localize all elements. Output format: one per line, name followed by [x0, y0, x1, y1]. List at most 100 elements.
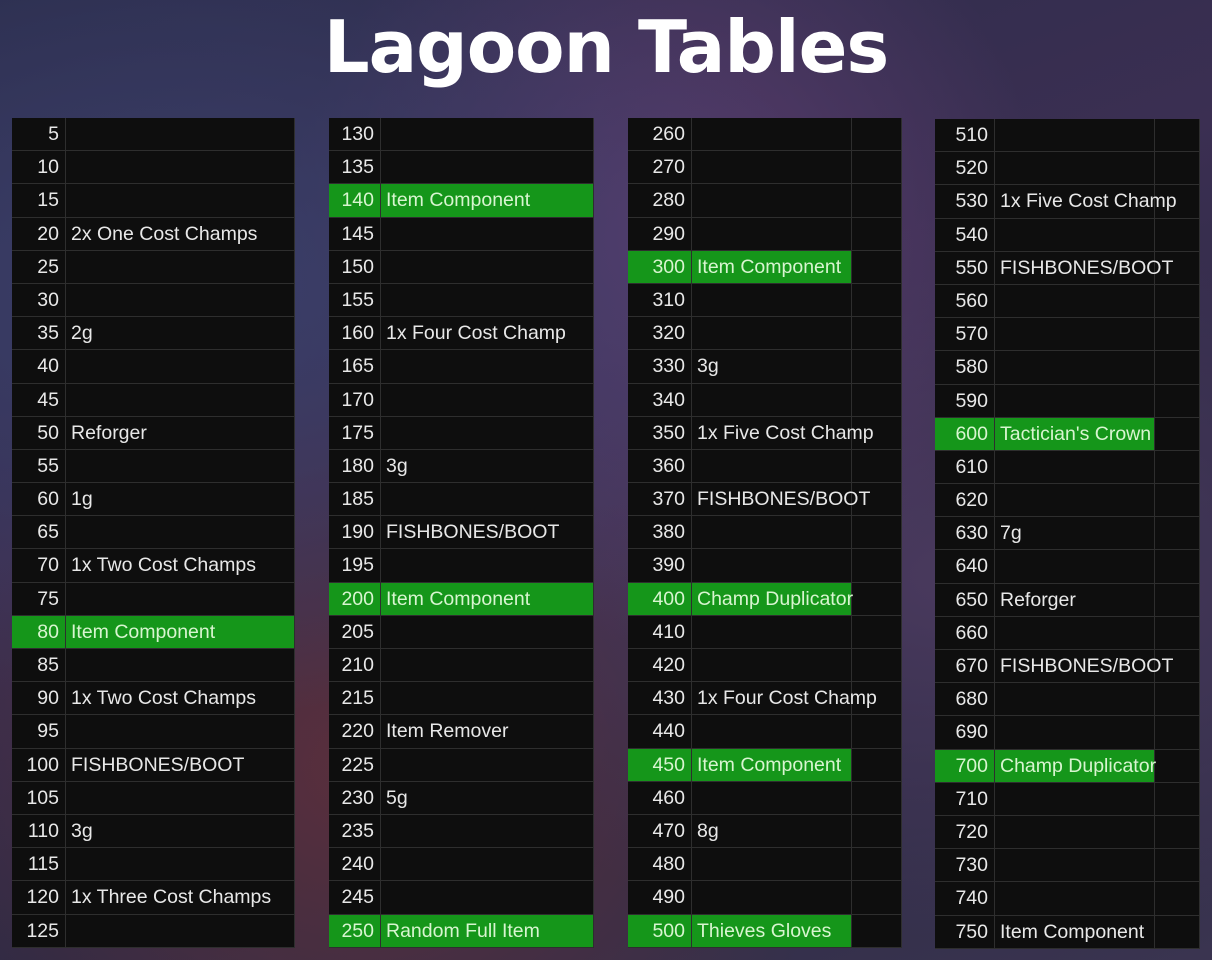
reward-label: 7g: [995, 517, 1155, 550]
reward-label: [995, 318, 1155, 351]
empty-cell: [1155, 583, 1200, 616]
table-row: 10: [12, 151, 295, 185]
reward-label: [66, 184, 295, 217]
reward-label: 2x One Cost Champs: [66, 217, 295, 250]
table-row: 340: [628, 383, 902, 417]
roll-number: 340: [628, 383, 692, 416]
empty-cell: [1155, 616, 1200, 649]
reward-label: [995, 616, 1155, 649]
roll-number: 320: [628, 317, 692, 350]
reward-label: Item Component: [692, 250, 852, 283]
roll-number: 660: [935, 616, 995, 649]
empty-cell: [852, 615, 902, 648]
reward-label: [381, 848, 594, 881]
roll-number: 680: [935, 683, 995, 716]
empty-cell: [852, 682, 902, 715]
roll-number: 710: [935, 782, 995, 815]
table-row: 140 Item Component: [329, 184, 594, 218]
empty-cell: [852, 449, 902, 483]
table-row: 640: [935, 550, 1200, 584]
empty-cell: [852, 715, 902, 748]
table-row: 145: [329, 217, 594, 251]
roll-number: 370: [628, 483, 692, 516]
empty-cell: [1155, 915, 1200, 948]
reward-label: [692, 217, 852, 250]
reward-label: [66, 914, 295, 947]
table-row: 500 Thieves Gloves: [628, 914, 902, 948]
roll-number: 200: [329, 582, 381, 615]
roll-number: 155: [329, 283, 381, 317]
roll-number: 490: [628, 881, 692, 914]
roll-number: 15: [12, 184, 66, 217]
roll-number: 650: [935, 583, 995, 616]
table-row: 630 7g: [935, 517, 1200, 551]
table-row: 40: [12, 350, 295, 384]
reward-label: [381, 682, 594, 715]
table-row: 190 FISHBONES/BOOT: [329, 516, 594, 550]
roll-number: 620: [935, 484, 995, 517]
roll-number: 360: [628, 449, 692, 483]
table-row: 360: [628, 449, 902, 484]
reward-label: [692, 317, 852, 350]
reward-label: [381, 118, 594, 151]
table-row: 490: [628, 881, 902, 915]
table-row: 180 3g: [329, 449, 594, 484]
table-row: 450 Item Component: [628, 748, 902, 782]
roll-number: 180: [329, 449, 381, 483]
empty-cell: [852, 914, 902, 947]
roll-number: 160: [329, 317, 381, 350]
roll-number: 750: [935, 915, 995, 948]
table-row: 750 Item Component: [935, 915, 1200, 949]
table-row: 680: [935, 683, 1200, 717]
reward-label: [66, 151, 295, 184]
reward-label: [381, 483, 594, 516]
table-row: 650 Reforger: [935, 583, 1200, 617]
reward-label: [381, 615, 594, 648]
table-row: 280: [628, 184, 902, 218]
table-row: 300 Item Component: [628, 250, 902, 284]
roll-number: 215: [329, 682, 381, 715]
empty-cell: [1155, 650, 1200, 683]
reward-label: [381, 748, 594, 781]
table-row: 320: [628, 317, 902, 351]
empty-cell: [852, 814, 902, 848]
table-row: 260: [628, 118, 902, 152]
reward-label: 1g: [66, 483, 295, 516]
reward-label: Thieves Gloves: [692, 914, 852, 947]
roll-number: 245: [329, 881, 381, 914]
table-row: 135: [329, 151, 594, 185]
table-row: 710: [935, 782, 1200, 816]
reward-label: 3g: [66, 814, 295, 848]
table-row: 600 Tactician's Crown: [935, 417, 1200, 451]
roll-number: 135: [329, 151, 381, 184]
reward-label: [66, 383, 295, 416]
table-row: 5: [12, 118, 295, 152]
roll-number: 440: [628, 715, 692, 748]
table-row: 65: [12, 516, 295, 550]
roll-number: 20: [12, 217, 66, 250]
table-row: 410: [628, 615, 902, 649]
table-row: 430 1x Four Cost Champ: [628, 682, 902, 716]
roll-number: 225: [329, 748, 381, 781]
roll-number: 170: [329, 383, 381, 416]
empty-cell: [1155, 251, 1200, 284]
table-row: 380: [628, 516, 902, 550]
roll-number: 510: [935, 119, 995, 152]
table-row: 400 Champ Duplicator: [628, 582, 902, 616]
roll-number: 210: [329, 649, 381, 682]
roll-number: 400: [628, 582, 692, 615]
roll-number: 45: [12, 383, 66, 416]
empty-cell: [1155, 517, 1200, 550]
empty-cell: [852, 881, 902, 914]
reward-label: [995, 782, 1155, 815]
reward-label: [995, 152, 1155, 185]
empty-cell: [1155, 782, 1200, 815]
reward-label: [66, 715, 295, 748]
page-title: Lagoon Tables: [323, 5, 890, 89]
table-row: 550 FISHBONES/BOOT: [935, 251, 1200, 285]
reward-label: [692, 516, 852, 549]
table-row: 50 Reforger: [12, 416, 295, 450]
roll-number: 220: [329, 715, 381, 748]
roll-number: 300: [628, 250, 692, 283]
empty-cell: [1155, 450, 1200, 484]
